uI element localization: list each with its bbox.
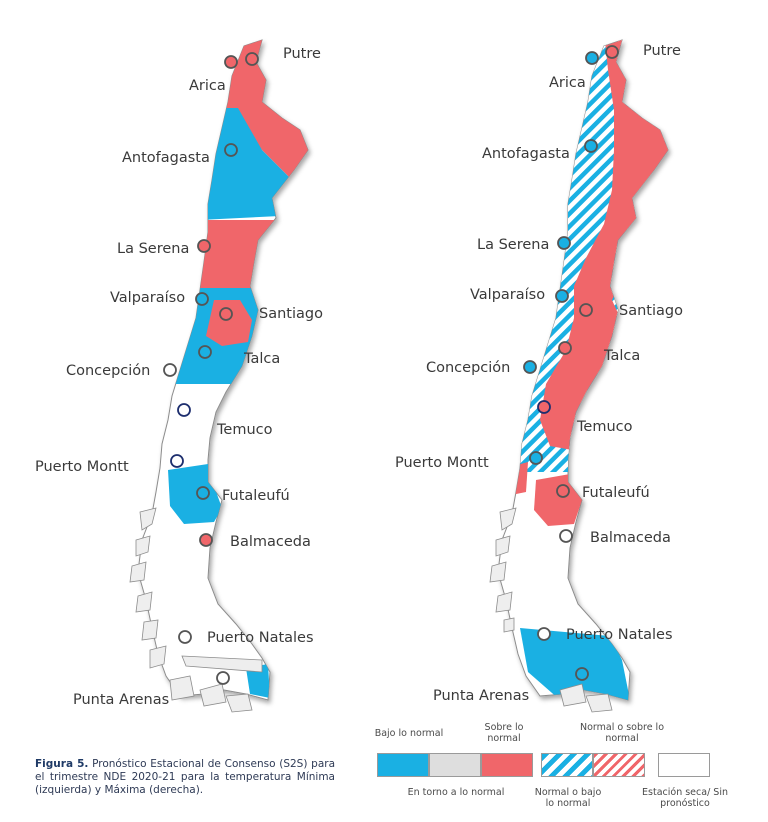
label-concepcion: Concepción xyxy=(426,360,510,376)
label-puerto-natales: Puerto Natales xyxy=(207,630,314,646)
region-above-santiago xyxy=(206,300,252,346)
label-temuco: Temuco xyxy=(216,422,273,438)
station-putre xyxy=(245,52,259,66)
label-puerto-montt: Puerto Montt xyxy=(395,455,489,471)
label-futaleufu: Futaleufú xyxy=(222,488,290,504)
legend-label-below: Bajo lo normal xyxy=(374,728,444,739)
station-puerto-natales xyxy=(178,630,192,644)
station-talca xyxy=(198,345,212,359)
station-balmaceda xyxy=(199,533,213,547)
label-santiago: Santiago xyxy=(619,303,683,319)
label-balmaceda: Balmaceda xyxy=(230,534,311,550)
station-puerto-montt xyxy=(529,451,543,465)
station-santiago xyxy=(579,303,593,317)
label-futaleufu: Futaleufú xyxy=(582,485,650,501)
label-antofagasta: Antofagasta xyxy=(122,150,210,166)
label-talca: Talca xyxy=(243,351,280,367)
station-putre xyxy=(605,45,619,59)
legend-swatch-above xyxy=(481,753,533,777)
legend-swatch-dry xyxy=(658,753,710,777)
label-puerto-natales: Puerto Natales xyxy=(566,627,673,643)
stations xyxy=(523,45,619,681)
label-punta-arenas: Punta Arenas xyxy=(433,688,529,704)
station-valparaiso xyxy=(195,292,209,306)
label-arica: Arica xyxy=(189,78,226,94)
label-punta-arenas: Punta Arenas xyxy=(73,692,169,708)
station-puerto-montt xyxy=(170,454,184,468)
station-arica xyxy=(585,51,599,65)
station-futaleufu xyxy=(556,484,570,498)
fjord-islands xyxy=(489,507,613,713)
station-concepcion xyxy=(163,363,177,377)
legend-swatch-below xyxy=(377,753,429,777)
station-la-serena xyxy=(557,236,571,250)
station-punta-arenas xyxy=(216,671,230,685)
label-la-serena: La Serena xyxy=(117,241,189,257)
label-putre: Putre xyxy=(283,46,321,62)
station-arica xyxy=(224,55,238,69)
caption-text: Pronóstico Estacional de Consenso (S2S) … xyxy=(35,758,336,796)
station-antofagasta xyxy=(224,143,238,157)
legend: Bajo lo normal Sobre lo normal Normal o … xyxy=(360,720,768,820)
label-arica: Arica xyxy=(549,75,586,91)
station-concepcion xyxy=(523,360,537,374)
station-futaleufu xyxy=(196,486,210,500)
legend-swatch-normal-above xyxy=(593,753,645,777)
city-labels: Putre Arica Antofagasta La Serena Valpar… xyxy=(35,46,323,708)
region-below-magallanes xyxy=(520,628,630,700)
legend-label-above: Sobre lo normal xyxy=(484,722,524,744)
region-above-north-east xyxy=(610,60,668,236)
station-punta-arenas xyxy=(575,667,589,681)
legend-label-dry: Estación seca/ Sin pronóstico xyxy=(642,787,728,809)
minimum-temperature-map: Putre Arica Antofagasta La Serena Valpar… xyxy=(35,39,323,713)
label-santiago: Santiago xyxy=(259,306,323,322)
station-balmaceda xyxy=(559,529,573,543)
legend-swatch-near xyxy=(429,753,481,777)
fjord-islands xyxy=(129,507,263,713)
station-valparaiso xyxy=(555,289,569,303)
stations xyxy=(163,52,259,685)
label-la-serena: La Serena xyxy=(477,237,549,253)
label-concepcion: Concepción xyxy=(66,363,150,379)
legend-label-normal-above: Normal o sobre lo normal xyxy=(579,722,665,744)
label-putre: Putre xyxy=(643,43,681,59)
label-valparaiso: Valparaíso xyxy=(110,290,185,306)
station-temuco xyxy=(177,403,191,417)
station-talca xyxy=(558,341,572,355)
label-temuco: Temuco xyxy=(576,419,633,435)
station-santiago xyxy=(219,307,233,321)
station-antofagasta xyxy=(584,139,598,153)
station-la-serena xyxy=(197,239,211,253)
region-above-chiloe xyxy=(506,462,528,496)
legend-label-normal-below: Normal o bajo lo normal xyxy=(534,787,602,809)
region-above-futaleufu xyxy=(534,474,582,526)
legend-label-near: En torno a lo normal xyxy=(407,787,505,798)
caption-label: Figura 5. xyxy=(35,758,89,770)
legend-swatch-normal-below xyxy=(541,753,593,777)
region-below-magallanes xyxy=(246,664,270,698)
city-labels: Putre Arica Antofagasta La Serena Valpar… xyxy=(395,43,683,704)
station-puerto-natales xyxy=(537,627,551,641)
maximum-temperature-map: Putre Arica Antofagasta La Serena Valpar… xyxy=(395,39,683,713)
label-talca: Talca xyxy=(603,348,640,364)
region-above-north xyxy=(138,40,308,108)
station-temuco xyxy=(537,400,551,414)
label-puerto-montt: Puerto Montt xyxy=(35,459,129,475)
label-balmaceda: Balmaceda xyxy=(590,530,671,546)
label-antofagasta: Antofagasta xyxy=(482,146,570,162)
label-valparaiso: Valparaíso xyxy=(470,287,545,303)
figure-caption: Figura 5. Pronóstico Estacional de Conse… xyxy=(35,758,335,797)
